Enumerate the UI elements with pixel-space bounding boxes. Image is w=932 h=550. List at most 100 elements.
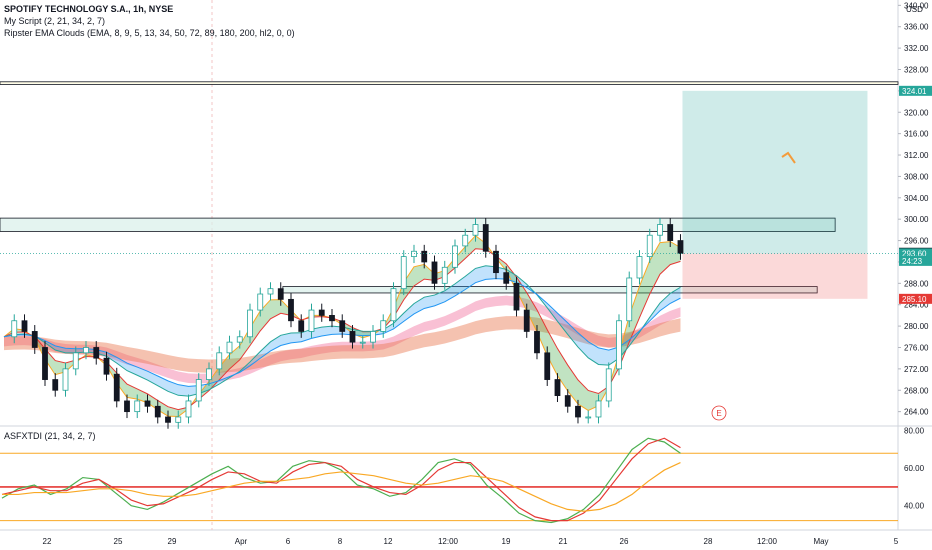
candle-body[interactable] <box>93 347 100 359</box>
candle-body[interactable] <box>308 309 315 332</box>
zone-stop-box[interactable] <box>682 253 868 299</box>
indicator-legend[interactable]: ASFXTDI (21, 34, 2, 7) <box>4 431 96 441</box>
candle-body[interactable] <box>421 250 428 263</box>
candle-body[interactable] <box>605 368 612 402</box>
candle-body[interactable] <box>144 400 151 407</box>
candle-body[interactable] <box>298 320 305 332</box>
candle-body[interactable] <box>441 266 448 284</box>
price-tick-label: 288.00 <box>904 279 929 288</box>
candle-body[interactable] <box>431 261 438 284</box>
candle-body[interactable] <box>226 341 233 354</box>
candle-body[interactable] <box>564 395 571 407</box>
time-tick-label: 26 <box>620 537 629 546</box>
candle-body[interactable] <box>411 250 417 258</box>
candle-body[interactable] <box>636 256 643 279</box>
earnings-marker-label: E <box>716 409 721 418</box>
candle-body[interactable] <box>267 288 274 295</box>
time-tick-label: 22 <box>43 537 52 546</box>
candle-body[interactable] <box>575 405 581 418</box>
candle-body[interactable] <box>493 250 499 274</box>
time-tick-label: 21 <box>559 537 568 546</box>
price-badge-label: 293.60 <box>902 249 927 258</box>
time-tick-label: 12 <box>384 537 393 546</box>
zone-upper-zone[interactable] <box>0 217 836 232</box>
candle-body[interactable] <box>247 309 253 338</box>
price-tick-label: 296.00 <box>904 237 929 246</box>
candle-body[interactable] <box>400 256 407 290</box>
candle-body[interactable] <box>462 234 469 247</box>
candle-body[interactable] <box>52 379 59 391</box>
candle-body[interactable] <box>103 357 110 375</box>
candle-body[interactable] <box>452 245 458 268</box>
currency-label: USD <box>906 5 923 14</box>
candle-body[interactable] <box>667 224 674 241</box>
candle-body[interactable] <box>503 272 510 284</box>
candle-body[interactable] <box>72 352 79 370</box>
candle-body[interactable] <box>257 293 264 311</box>
indicator-series-0 <box>1 437 681 524</box>
candle-body[interactable] <box>124 400 130 413</box>
candle-body[interactable] <box>513 282 520 311</box>
price-tick-label: 308.00 <box>904 172 929 181</box>
candle-body[interactable] <box>534 331 540 354</box>
candle-body[interactable] <box>329 315 335 322</box>
time-tick-label: 12:00 <box>757 537 778 546</box>
candle-body[interactable] <box>195 379 202 402</box>
candle-body[interactable] <box>154 405 161 418</box>
time-tick-label: 8 <box>338 537 343 546</box>
candle-body[interactable] <box>616 320 622 370</box>
candle-body[interactable] <box>134 400 141 413</box>
price-tick-label: 268.00 <box>904 386 929 395</box>
candle-body[interactable] <box>113 373 120 402</box>
candle-body[interactable] <box>277 288 284 300</box>
candle-body[interactable] <box>185 400 192 418</box>
candle-body[interactable] <box>370 331 376 343</box>
candle-body[interactable] <box>482 224 489 252</box>
zone-target-box[interactable] <box>682 90 868 254</box>
candle-body[interactable] <box>359 341 366 344</box>
candle-body[interactable] <box>42 347 48 380</box>
candle-body[interactable] <box>318 309 325 316</box>
candle-body[interactable] <box>288 298 294 322</box>
my-script-legend[interactable]: My Script (2, 21, 34, 2, 7) <box>4 16 106 26</box>
candle-body[interactable] <box>175 416 182 423</box>
ema-clouds-legend[interactable]: Ripster EMA Clouds (EMA, 8, 9, 5, 13, 34… <box>4 28 295 38</box>
candle-body[interactable] <box>236 336 243 343</box>
candle-body[interactable] <box>390 288 397 322</box>
price-tick-label: 272.00 <box>904 365 929 374</box>
candle-body[interactable] <box>165 416 171 423</box>
symbol-title: SPOTIFY TECHNOLOGY S.A., 1h, NYSE <box>4 4 174 14</box>
candle-body[interactable] <box>380 320 387 332</box>
price-badge <box>899 293 932 304</box>
candle-body[interactable] <box>21 320 28 332</box>
price-badge <box>899 248 932 259</box>
candle-body[interactable] <box>11 320 18 338</box>
candle-body[interactable] <box>646 234 653 258</box>
drawing-arrow[interactable] <box>781 151 796 164</box>
price-tick-label: 304.00 <box>904 194 929 203</box>
candle-body[interactable] <box>585 416 592 419</box>
candle-body[interactable] <box>523 309 530 332</box>
candle-body[interactable] <box>62 368 69 391</box>
candle-body[interactable] <box>677 240 684 254</box>
candle-body[interactable] <box>472 224 479 236</box>
indicator-series-2 <box>2 462 681 512</box>
indicator-tick-label: 60.00 <box>904 464 925 473</box>
candle-body[interactable] <box>349 331 356 343</box>
candle-body[interactable] <box>657 224 663 236</box>
candle-body[interactable] <box>544 352 551 380</box>
candle-body[interactable] <box>206 368 212 380</box>
earnings-marker[interactable] <box>711 405 727 421</box>
candle-body[interactable] <box>83 347 89 354</box>
time-tick-label: 5 <box>894 537 899 546</box>
price-tick-label: 312.00 <box>904 151 929 160</box>
candle-body[interactable] <box>554 379 561 396</box>
candle-body[interactable] <box>339 320 346 332</box>
time-tick-label: 6 <box>286 537 291 546</box>
zone-resistance-line[interactable] <box>0 81 899 85</box>
candle-body[interactable] <box>595 400 602 418</box>
candle-body[interactable] <box>626 277 633 322</box>
candle-body[interactable] <box>31 331 38 348</box>
candle-body[interactable] <box>216 352 223 370</box>
